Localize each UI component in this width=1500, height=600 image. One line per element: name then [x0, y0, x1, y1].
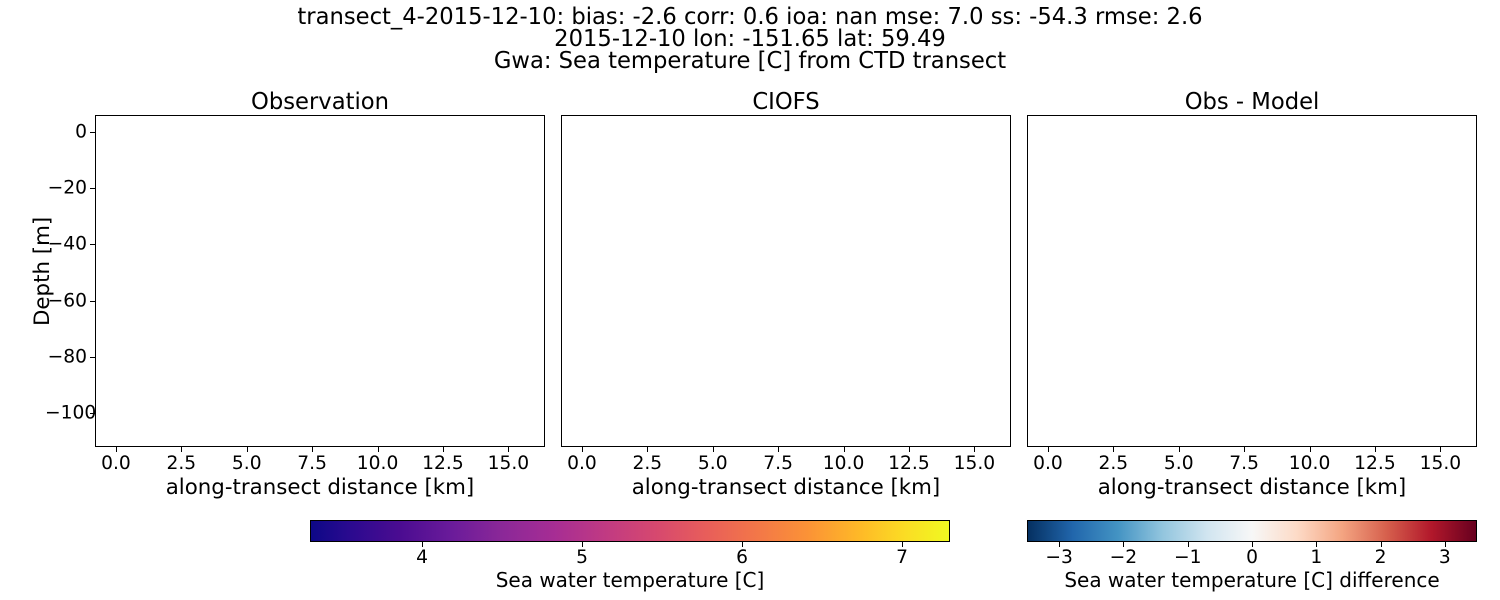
ytick-label: 0 [45, 121, 87, 142]
x-axis-label-0: along-transect distance [km] [95, 475, 545, 500]
xtick-label: 10.0 [823, 453, 865, 474]
xtick-label: 10.0 [357, 453, 399, 474]
axes-1 [561, 115, 1011, 447]
xtick-label: 0.0 [1033, 453, 1063, 474]
suptitle-line-2: Gwa: Sea temperature [C] from CTD transe… [0, 50, 1500, 72]
xtick-label: 7.5 [1229, 453, 1259, 474]
ytick-label: −80 [45, 346, 87, 367]
ytick-label: −100 [45, 403, 87, 424]
xtick-label: 5.0 [1164, 453, 1194, 474]
cbar-tick-label: 6 [736, 547, 748, 568]
cbar-tick-label: 0 [1246, 547, 1258, 568]
panel-title-0: Observation [95, 89, 545, 115]
suptitle-line-1: 2015-12-10 lon: -151.65 lat: 59.49 [0, 28, 1500, 50]
xtick-label: 15.0 [488, 453, 530, 474]
panel-title-2: Obs - Model [1027, 89, 1477, 115]
xtick-label: 12.5 [422, 453, 464, 474]
figure-suptitle: transect_4-2015-12-10: bias: -2.6 corr: … [0, 6, 1500, 72]
plot-svg-1 [562, 116, 1012, 448]
cbar-tick-label: 3 [1439, 547, 1451, 568]
cbar-tick-label: 1 [1310, 547, 1322, 568]
xtick-label: 2.5 [1098, 453, 1128, 474]
xtick-label: 12.5 [1354, 453, 1396, 474]
xtick-label: 2.5 [166, 453, 196, 474]
cbar-tick-label: −2 [1110, 547, 1138, 568]
cbar-tick-label: −1 [1174, 547, 1202, 568]
x-axis-label-1: along-transect distance [km] [561, 475, 1011, 500]
cbar-tick-label: 4 [416, 547, 428, 568]
suptitle-line-0: transect_4-2015-12-10: bias: -2.6 corr: … [0, 6, 1500, 28]
colorbar-temperature [310, 520, 950, 542]
xtick-label: 15.0 [1420, 453, 1462, 474]
x-axis-label-2: along-transect distance [km] [1027, 475, 1477, 500]
xtick-label: 12.5 [888, 453, 930, 474]
plot-svg-0 [96, 116, 546, 448]
colorbar-difference [1027, 520, 1477, 542]
cbar-tick-label: 5 [576, 547, 588, 568]
xtick-label: 0.0 [101, 453, 131, 474]
xtick-label: 5.0 [232, 453, 262, 474]
xtick-label: 2.5 [632, 453, 662, 474]
xtick-label: 15.0 [954, 453, 996, 474]
plot-svg-2 [1028, 116, 1478, 448]
ytick-label: −40 [45, 234, 87, 255]
cbar-tick-label: 2 [1375, 547, 1387, 568]
colorbar-temperature-label: Sea water temperature [C] [310, 568, 950, 592]
axes-2 [1027, 115, 1477, 447]
ytick-label: −20 [45, 178, 87, 199]
ytick-label: −60 [45, 290, 87, 311]
colorbar-difference-label: Sea water temperature [C] difference [1027, 568, 1477, 592]
cbar-tick-label: 7 [896, 547, 908, 568]
cbar-tick-label: −3 [1045, 547, 1073, 568]
xtick-label: 10.0 [1289, 453, 1331, 474]
xtick-label: 7.5 [297, 453, 327, 474]
xtick-label: 5.0 [698, 453, 728, 474]
axes-0 [95, 115, 545, 447]
xtick-label: 7.5 [763, 453, 793, 474]
figure: transect_4-2015-12-10: bias: -2.6 corr: … [0, 0, 1500, 600]
panel-title-1: CIOFS [561, 89, 1011, 115]
xtick-label: 0.0 [567, 453, 597, 474]
